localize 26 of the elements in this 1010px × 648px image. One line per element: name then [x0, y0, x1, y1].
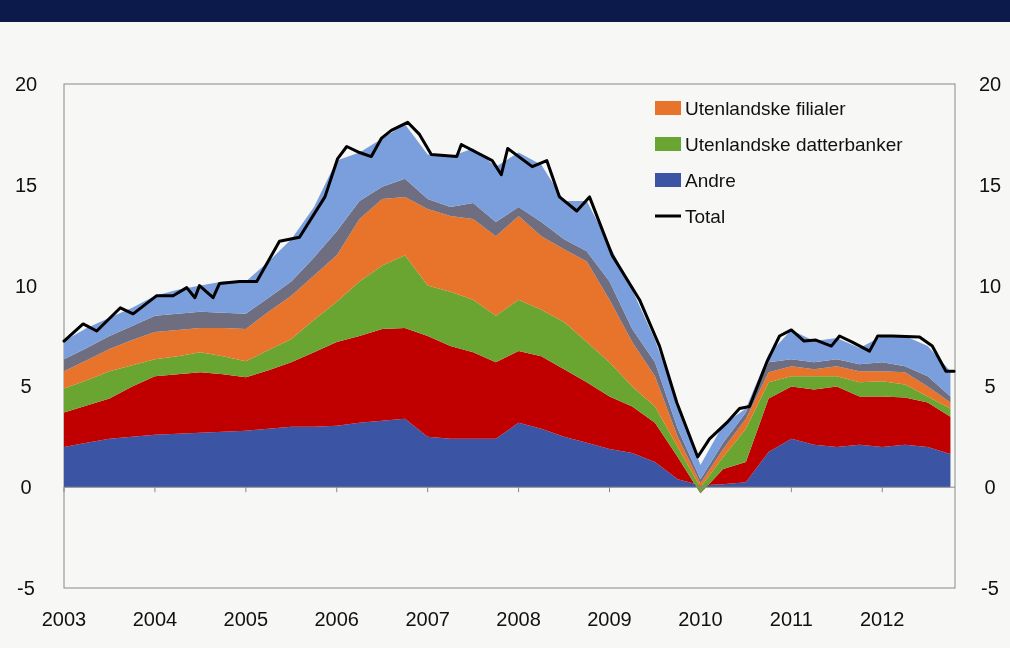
x-tick-label: 2008 — [496, 608, 541, 630]
legend-label: Total — [685, 206, 726, 227]
x-tick-label: 2004 — [132, 608, 178, 630]
x-tick-label: 2012 — [860, 608, 905, 630]
legend-label: Utenlandske filialer — [685, 98, 847, 119]
legend-label: Utenlandske datterbanker — [685, 134, 904, 155]
x-tick-label: 2007 — [405, 608, 450, 630]
y2-tick-label: -5 — [981, 577, 999, 599]
x-tick-label: 2006 — [314, 608, 360, 630]
y2-tick-label: 5 — [984, 375, 996, 398]
x-tick-label: 2011 — [769, 608, 813, 630]
y2-tick-label: 0 — [984, 476, 996, 499]
y-tick-label: -5 — [17, 577, 35, 599]
y-tick-label: 20 — [14, 73, 38, 95]
x-tick-label: 2003 — [41, 608, 87, 630]
y2-tick-label: 10 — [978, 274, 1002, 297]
x-tick-label: 2009 — [587, 608, 632, 630]
y-tick-label: 5 — [20, 375, 32, 398]
legend-label: Andre — [685, 170, 736, 191]
y2-tick-label: 15 — [978, 173, 1002, 196]
y-tick-label: 10 — [14, 274, 38, 297]
y2-tick-label: 20 — [978, 73, 1002, 95]
x-tick-label: 2005 — [223, 608, 269, 630]
y-tick-label: 15 — [14, 173, 38, 196]
x-tick-label: 2010 — [678, 608, 723, 630]
y-tick-label: 0 — [20, 476, 32, 499]
